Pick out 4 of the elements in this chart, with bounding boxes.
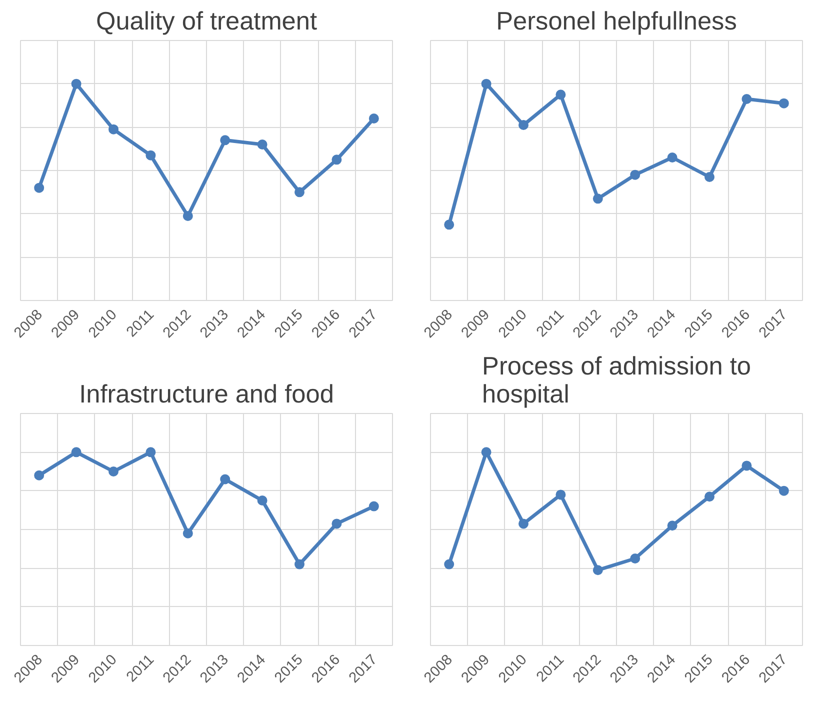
chart-title: Quality of treatment xyxy=(96,8,318,36)
chart-title: Infrastructure and food xyxy=(79,380,334,408)
chart-title: Process of admission to hospital xyxy=(482,352,751,408)
chart-title: Personel helpfullness xyxy=(496,8,737,36)
